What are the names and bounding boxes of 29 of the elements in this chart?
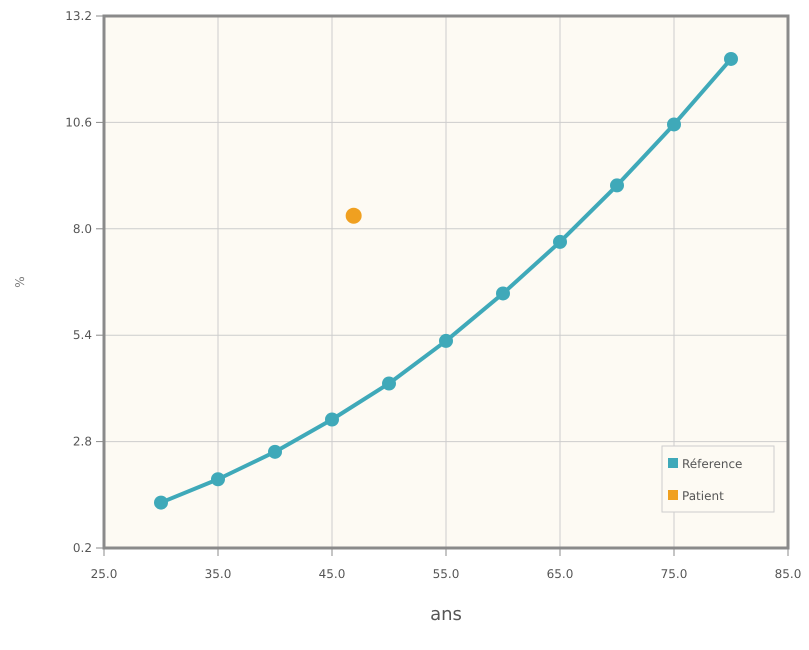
x-tick-label: 45.0 — [318, 567, 346, 581]
y-tick-label: 0.2 — [72, 541, 92, 555]
point — [439, 334, 453, 348]
x-tick-label: 55.0 — [432, 567, 460, 581]
x-tick-label: 85.0 — [774, 567, 802, 581]
x-tick-label: 25.0 — [90, 567, 118, 581]
point — [610, 178, 624, 192]
y-tick-label: 10.6 — [65, 115, 92, 130]
legend-label: Réference — [682, 457, 742, 471]
point — [154, 496, 168, 510]
legend-label: Patient — [682, 489, 724, 503]
x-tick-label: 75.0 — [660, 567, 688, 581]
x-axis-title: ans — [430, 604, 462, 625]
point — [496, 286, 510, 300]
y-tick-label: 2.8 — [72, 434, 92, 449]
y-tick-label: 8.0 — [72, 222, 92, 236]
y-tick-label: 13.2 — [65, 9, 92, 23]
point — [268, 444, 282, 459]
point — [667, 117, 681, 132]
point — [346, 208, 362, 224]
y-axis-title: % — [13, 276, 27, 288]
point — [724, 52, 738, 66]
y-tick-label: 5.4 — [72, 328, 92, 342]
point — [553, 234, 567, 249]
point — [211, 472, 225, 486]
point — [325, 412, 339, 426]
x-tick-label: 35.0 — [204, 567, 232, 581]
x-tick-label: 65.0 — [546, 567, 574, 581]
point — [382, 376, 396, 390]
